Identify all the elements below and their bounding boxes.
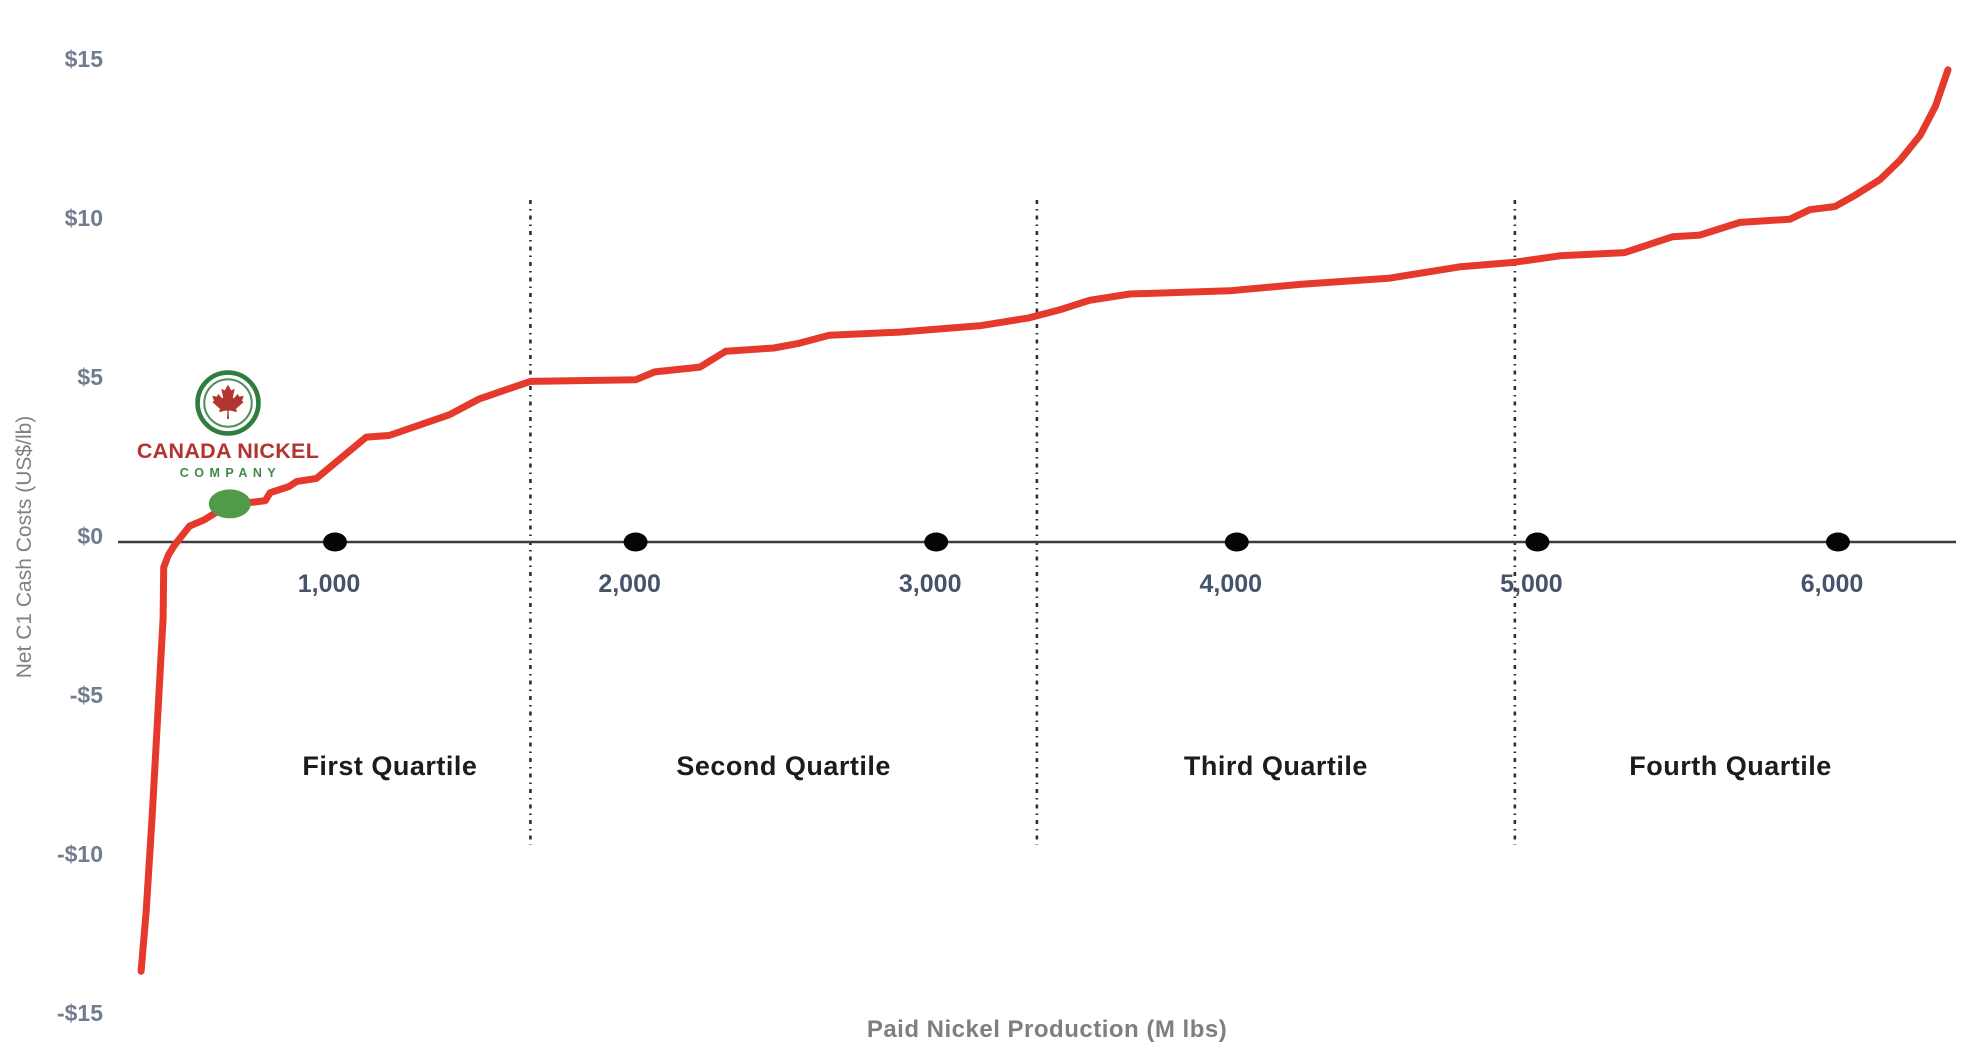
x-tick-dot [1826, 532, 1850, 552]
quartile-label: Fourth Quartile [1629, 751, 1832, 781]
y-axis-title: Net C1 Cash Costs (US$/lb) [13, 415, 36, 679]
quartile-label: Second Quartile [676, 751, 891, 781]
quartile-label: Third Quartile [1184, 751, 1368, 781]
x-tick-dot [924, 532, 949, 552]
x-tick-label: 6,000 [1801, 570, 1864, 598]
logo-text-canada-nickel: CANADA NICKEL [136, 439, 320, 463]
y-tick-label: $15 [65, 46, 104, 72]
quartile-label: First Quartile [302, 751, 477, 781]
x-axis-title: Paid Nickel Production (M lbs) [866, 1016, 1228, 1043]
logo-text-company: COMPANY [179, 465, 282, 480]
y-tick-label: -$5 [70, 682, 103, 708]
y-tick-label: $10 [65, 205, 103, 231]
maple-leaf-glyph [212, 384, 244, 420]
maple-leaf-icon [195, 370, 261, 436]
x-tick-dot [623, 532, 648, 552]
x-tick-label: 3,000 [899, 570, 962, 598]
y-tick-label: -$10 [57, 841, 103, 867]
cost-curve-line [137, 66, 1952, 975]
x-tick-label: 4,000 [1200, 570, 1263, 598]
y-tick-label: -$15 [57, 1000, 103, 1026]
x-tick-label: 1,000 [298, 570, 361, 598]
x-tick-dot [1224, 532, 1249, 552]
logo-inner-ring [203, 378, 253, 428]
logo-ring [195, 370, 261, 436]
y-tick-label: $5 [77, 364, 103, 390]
x-tick-label: 2,000 [598, 570, 661, 598]
y-tick-label: $0 [77, 523, 103, 549]
x-tick-dot [1525, 532, 1550, 552]
canada-nickel-logo: CANADA NICKEL COMPANY [128, 370, 328, 479]
x-tick-dot [323, 532, 347, 552]
canada-nickel-marker [208, 489, 251, 519]
x-tick-label: 5,000 [1500, 570, 1563, 598]
